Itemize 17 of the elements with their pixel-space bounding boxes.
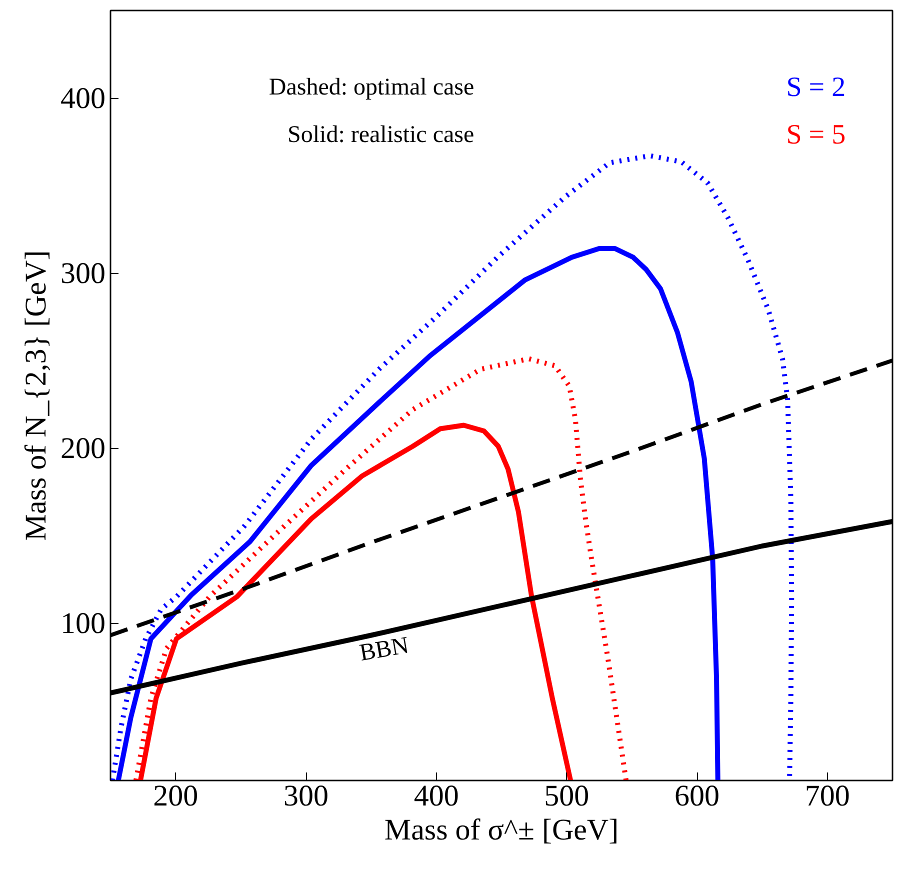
x-tick-label: 700 (804, 780, 850, 812)
y-tick-label: 200 (60, 432, 106, 465)
annotation: Solid: realistic case (288, 122, 474, 148)
y-tick-label: 400 (60, 82, 106, 115)
x-axis-title: Mass of σ^± [GeV] (384, 814, 619, 846)
x-tick-label: 300 (284, 780, 328, 812)
x-tick-label: 200 (153, 780, 198, 812)
x-tick-label: 600 (674, 780, 720, 812)
x-tick-label: 500 (544, 780, 590, 812)
x-tick-label: 400 (414, 780, 459, 812)
annotation: Dashed: optimal case (268, 74, 474, 100)
text: S = 5 (786, 120, 846, 151)
y-tick-label: 300 (60, 257, 106, 290)
y-axis-title: Mass of N_{2,3} [GeV] (20, 250, 52, 541)
annotation: BBN (358, 632, 411, 667)
text: S = 2 (786, 72, 846, 103)
y-tick-label: 100 (60, 607, 106, 640)
